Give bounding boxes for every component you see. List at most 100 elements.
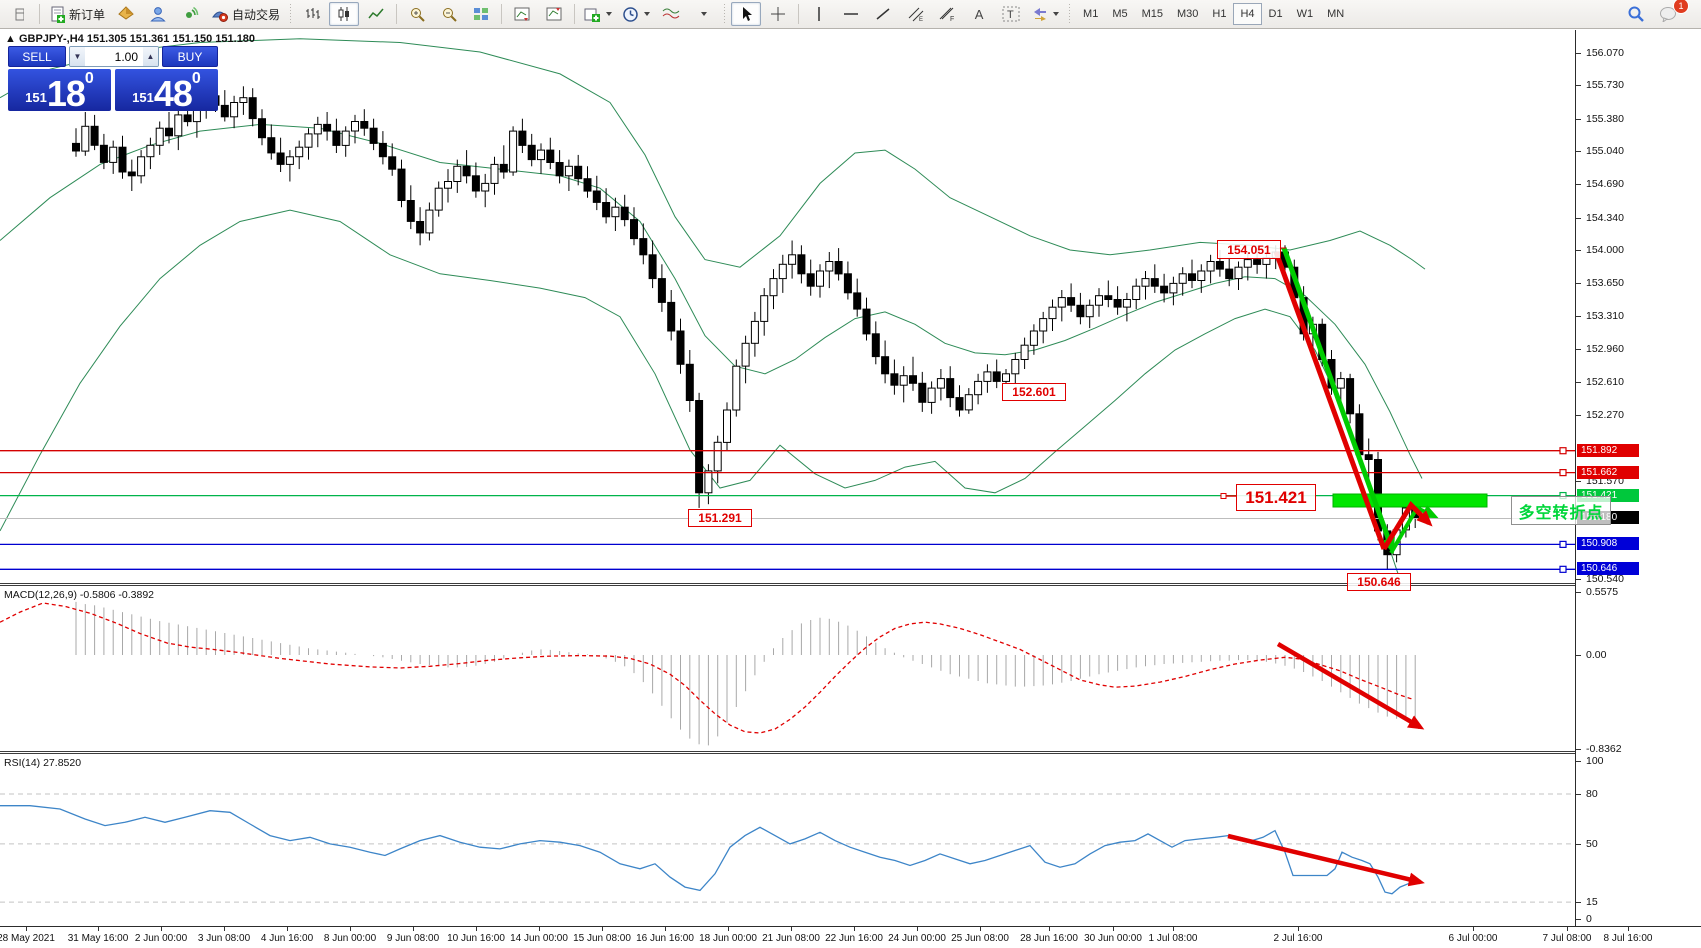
time-axis[interactable]: 28 May 2021 31 May 16:00 2 Jun 00:00 3 Jun … bbox=[0, 926, 1701, 948]
dropdown-arrow-icon bbox=[644, 12, 651, 16]
ask-price[interactable]: 151 48 0 bbox=[115, 69, 218, 112]
main-chart-panel[interactable]: ▲ GBPJPY-,H4 151.305 151.361 151.150 151… bbox=[0, 30, 1611, 591]
rsi-canvas[interactable] bbox=[0, 754, 1575, 925]
text-tool[interactable]: A bbox=[964, 2, 994, 26]
search-button[interactable] bbox=[1621, 2, 1651, 26]
add-indicator-icon bbox=[584, 8, 601, 22]
dropdown-arrow-icon bbox=[606, 12, 613, 16]
price-chart-canvas[interactable] bbox=[0, 30, 1575, 582]
timeframe-button-m30[interactable]: M30 bbox=[1177, 8, 1199, 20]
timeframe-button-m15[interactable]: M15 bbox=[1141, 8, 1163, 20]
auto-trading-label: 自动交易 bbox=[232, 7, 281, 22]
rsi-line bbox=[0, 805, 1415, 895]
new-order-icon bbox=[49, 6, 66, 23]
macd-canvas[interactable] bbox=[0, 586, 1575, 750]
new-indicator-window-button[interactable] bbox=[507, 2, 537, 26]
bollinger-bands bbox=[0, 38, 1426, 574]
annotation-text[interactable]: 多空转折点 bbox=[1511, 496, 1611, 525]
tile-windows-icon bbox=[474, 8, 489, 20]
price-label-object[interactable]: 152.601 bbox=[1002, 383, 1066, 401]
tile-windows-button[interactable] bbox=[466, 2, 496, 26]
rsi-panel[interactable]: RSI(14) 27.8520 bbox=[0, 754, 1575, 925]
new-order-button[interactable]: 新订单 bbox=[45, 2, 109, 26]
chart-style-button[interactable] bbox=[656, 2, 686, 26]
clipped-icon[interactable] bbox=[4, 2, 34, 26]
zoom-in-button[interactable] bbox=[402, 2, 432, 26]
price-label-object[interactable]: 151.291 bbox=[688, 509, 752, 527]
panel-separator bbox=[0, 753, 1701, 754]
downtrend-arrow-green[interactable] bbox=[1281, 247, 1395, 554]
bid-price[interactable]: 151 18 0 bbox=[8, 69, 111, 112]
fibonacci-tool[interactable]: F bbox=[932, 2, 962, 26]
axis-label: 155.380 bbox=[1586, 112, 1624, 125]
macd-trend-arrow[interactable] bbox=[1276, 642, 1425, 730]
timeframe-button-h1[interactable]: H1 bbox=[1212, 8, 1227, 20]
time-label: 10 Jun 16:00 bbox=[447, 933, 505, 944]
add-indicator-button[interactable] bbox=[580, 2, 616, 26]
auto-trading-button[interactable]: 自动交易 bbox=[207, 2, 284, 26]
timeframe-button-m1[interactable]: M1 bbox=[1083, 8, 1099, 20]
shapes-tool[interactable] bbox=[1028, 2, 1063, 26]
chart-window-button[interactable] bbox=[111, 2, 141, 26]
clock-icon bbox=[623, 6, 638, 22]
ask-prefix: 151 bbox=[132, 90, 154, 105]
collapse-icon[interactable]: ▲ bbox=[5, 33, 16, 45]
period-button[interactable] bbox=[618, 2, 654, 26]
bid-sup: 0 bbox=[84, 70, 94, 87]
axis-label: 0 bbox=[1586, 913, 1592, 925]
time-label: 28 May 2021 bbox=[0, 933, 55, 944]
bar-chart-icon bbox=[306, 8, 321, 19]
axis-label: 155.040 bbox=[1586, 145, 1624, 158]
zoom-out-button[interactable] bbox=[434, 2, 464, 26]
svg-text:F: F bbox=[950, 16, 954, 22]
volume-field[interactable]: 1.00 bbox=[114, 49, 138, 64]
candlestick-chart-button[interactable] bbox=[329, 2, 360, 26]
price-axis[interactable]: 156.070 155.730 155.380 155.040 154.690 154.3… bbox=[1575, 30, 1701, 926]
timeframe-button-d1[interactable]: D1 bbox=[1268, 8, 1283, 20]
bounce-arrow-red[interactable] bbox=[1381, 500, 1433, 551]
sell-button[interactable]: SELL bbox=[8, 46, 66, 67]
signals-button[interactable] bbox=[175, 2, 205, 26]
person-icon bbox=[149, 5, 167, 23]
price-label-object[interactable]: 150.646 bbox=[1347, 573, 1411, 591]
volume-down-button[interactable]: ▼ bbox=[70, 47, 85, 66]
panel-separator[interactable] bbox=[0, 583, 1701, 584]
timeframe-button-w1[interactable]: W1 bbox=[1296, 8, 1314, 20]
volume-up-button[interactable]: ▲ bbox=[143, 47, 158, 66]
axis-label: 50 bbox=[1586, 837, 1598, 850]
rsi-trend-arrow[interactable] bbox=[1227, 833, 1425, 887]
price-label-object[interactable]: 151.421 bbox=[1236, 484, 1316, 511]
time-label: 4 Jun 16:00 bbox=[260, 933, 314, 944]
timeframe-button-h4[interactable]: H4 bbox=[1233, 3, 1262, 25]
line-chart-button[interactable] bbox=[361, 2, 391, 26]
buy-button[interactable]: BUY bbox=[162, 46, 218, 67]
horizontal-line-icon bbox=[844, 13, 859, 15]
vertical-line-icon bbox=[818, 7, 820, 21]
bollinger-middle bbox=[0, 123, 1423, 479]
cursor-icon bbox=[742, 7, 752, 21]
text-label-tool[interactable]: T bbox=[996, 2, 1026, 26]
shapes-arrows-icon bbox=[1034, 8, 1047, 21]
macd-panel[interactable]: MACD(12,26,9) -0.5806 -0.3892 bbox=[0, 586, 1575, 750]
horizontal-line-objects[interactable] bbox=[0, 447, 1575, 573]
channel-tool[interactable]: E bbox=[900, 2, 930, 26]
auto-trading-icon bbox=[211, 5, 229, 23]
bar-chart-button[interactable] bbox=[297, 2, 327, 26]
horizontal-line-tool[interactable] bbox=[836, 2, 866, 26]
timeframe-button-m5[interactable]: M5 bbox=[1112, 8, 1128, 20]
more-dropdown-button[interactable] bbox=[688, 2, 718, 26]
time-label: 3 Jun 08:00 bbox=[197, 933, 251, 944]
timeframe-button-mn[interactable]: MN bbox=[1327, 8, 1345, 20]
notifications-button[interactable]: 1 bbox=[1653, 0, 1689, 26]
cursor-tool-button[interactable] bbox=[731, 2, 762, 26]
downtrend-arrow-red[interactable] bbox=[1273, 251, 1387, 550]
market-depth-button[interactable] bbox=[143, 2, 173, 26]
delete-indicator-window-button[interactable] bbox=[539, 2, 569, 26]
crosshair-tool-button[interactable] bbox=[763, 2, 793, 26]
panel-separator[interactable] bbox=[0, 751, 1701, 752]
price-label-object[interactable]: 154.051 bbox=[1217, 240, 1281, 259]
axis-label: 153.310 bbox=[1586, 309, 1624, 322]
trendline-tool[interactable] bbox=[868, 2, 898, 26]
vertical-line-tool[interactable] bbox=[804, 2, 834, 26]
crosshair-icon bbox=[771, 7, 786, 21]
